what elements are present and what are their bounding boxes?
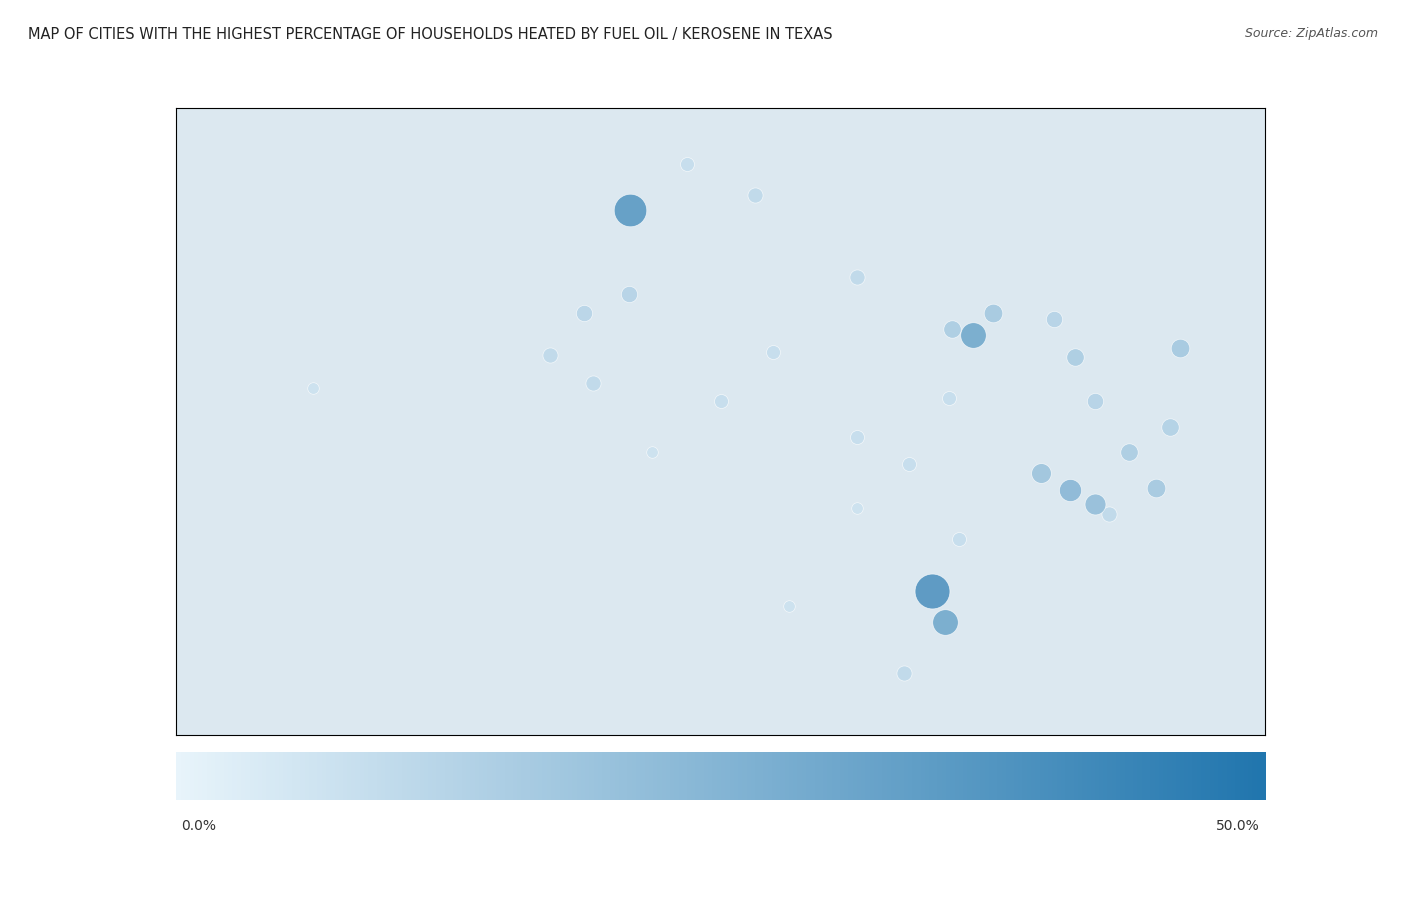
Point — [538, 347, 561, 361]
Point — [941, 322, 963, 336]
Point — [845, 430, 868, 444]
Point — [1118, 445, 1140, 459]
Point — [1043, 311, 1066, 325]
Point — [582, 376, 605, 390]
Point — [897, 457, 920, 471]
Point — [762, 345, 785, 360]
Text: 0.0%: 0.0% — [181, 819, 217, 833]
Text: 50.0%: 50.0% — [1216, 819, 1260, 833]
Point — [574, 307, 596, 321]
Point — [1059, 483, 1081, 497]
Point — [921, 583, 943, 598]
Point — [619, 202, 641, 217]
Point — [641, 445, 664, 459]
Point — [981, 307, 1004, 321]
Point — [1159, 419, 1181, 433]
Point — [1063, 350, 1085, 364]
Point — [1084, 496, 1107, 511]
Point — [934, 615, 956, 629]
Point — [846, 501, 869, 515]
Point — [301, 380, 323, 395]
Point — [709, 394, 731, 408]
Point — [744, 188, 766, 202]
Point — [617, 287, 640, 301]
Point — [948, 532, 970, 547]
Point — [893, 666, 915, 681]
Point — [1146, 481, 1168, 495]
Point — [938, 391, 960, 405]
Point — [1029, 466, 1052, 480]
Point — [1084, 394, 1107, 408]
Point — [1098, 507, 1121, 521]
Point — [962, 328, 984, 343]
Text: MAP OF CITIES WITH THE HIGHEST PERCENTAGE OF HOUSEHOLDS HEATED BY FUEL OIL / KER: MAP OF CITIES WITH THE HIGHEST PERCENTAG… — [28, 27, 832, 42]
Point — [1168, 342, 1191, 356]
Point — [846, 270, 869, 284]
Point — [675, 157, 697, 172]
Point — [778, 599, 800, 613]
Text: Source: ZipAtlas.com: Source: ZipAtlas.com — [1244, 27, 1378, 40]
